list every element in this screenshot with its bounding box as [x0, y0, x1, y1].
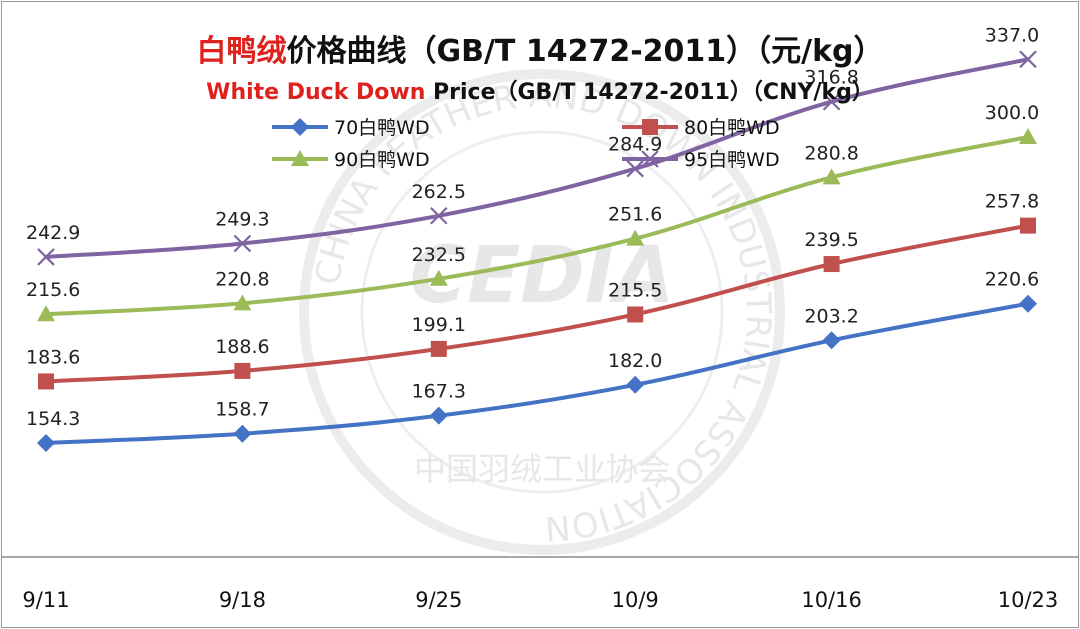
data-point [37, 433, 55, 452]
chart-title-cn-highlight: 白鸭绒 [196, 34, 287, 69]
data-label: 257.8 [985, 191, 1039, 213]
data-label: 167.3 [412, 381, 466, 403]
data-label: 215.6 [26, 279, 80, 301]
data-label: 300.0 [985, 102, 1039, 124]
data-label: 284.9 [608, 134, 662, 156]
watermark-cn-text: 中国羽绒工业协会 [414, 450, 670, 488]
legend-marker [642, 119, 658, 135]
data-point [822, 168, 841, 185]
chart-title-en-highlight: White Duck Down [206, 80, 426, 105]
data-point [1019, 128, 1037, 144]
data-point [822, 331, 841, 350]
chart-title-cn-rest: 价格曲线（GB/T 14272-2011）（元/kg） [286, 34, 884, 69]
data-label: 220.6 [985, 269, 1039, 291]
data-label: 242.9 [26, 222, 80, 244]
data-label: 220.8 [215, 268, 269, 290]
series-group: 154.3 158.7 167.3 182.0 203.2 220.6 183.6 188.6… [26, 24, 1039, 452]
data-point [37, 248, 55, 266]
data-point [626, 375, 645, 394]
data-point [430, 340, 447, 357]
legend-marker [641, 150, 659, 168]
series-line-2 [44, 223, 1030, 384]
series-line-4 [44, 57, 1030, 259]
data-label: 183.6 [26, 346, 80, 368]
data-point [1020, 217, 1036, 234]
legend-entry: 80白鸭WD [684, 117, 780, 139]
chart-title-en: White Duck Down Price（GB/T 14272-2011）（C… [2, 74, 1078, 106]
data-label: 280.8 [804, 142, 858, 164]
data-label: 199.1 [412, 314, 466, 336]
legend-marker [291, 150, 309, 166]
data-point [430, 206, 448, 225]
data-point [233, 424, 252, 443]
data-point [1019, 50, 1037, 69]
series-line-3 [44, 135, 1030, 317]
data-label: 239.5 [804, 229, 858, 251]
legend-entry: 70白鸭WD [334, 117, 430, 139]
x-axis: 9/11 9/18 9/25 10/9 10/16 10/23 [2, 556, 1078, 612]
legend-entry: 95白鸭WD [684, 149, 780, 171]
data-point [37, 305, 55, 322]
data-label: 232.5 [412, 244, 466, 266]
chart-title-cn: 白鸭绒价格曲线（GB/T 14272-2011）（元/kg） [2, 26, 1078, 70]
data-point [233, 294, 252, 311]
data-label: 203.2 [804, 305, 858, 327]
x-tick-label: 9/25 [415, 588, 462, 612]
x-tick-label: 10/23 [998, 588, 1059, 612]
x-tick-label: 10/9 [612, 588, 659, 612]
data-point [627, 306, 644, 323]
data-point [233, 234, 252, 253]
data-label: 188.6 [215, 336, 269, 358]
data-point [626, 159, 644, 178]
legend: 70白鸭WD 80白鸭WD 90白鸭WD 95白鸭WD [272, 117, 780, 171]
legend-entry: 90白鸭WD [334, 149, 430, 171]
series-line-1 [44, 301, 1030, 445]
legend-marker [291, 118, 309, 136]
data-label: 158.7 [215, 399, 269, 421]
data-point [429, 269, 448, 286]
x-tick-label: 9/11 [22, 588, 69, 612]
x-tick-label: 10/16 [801, 588, 862, 612]
data-point [38, 373, 54, 390]
x-tick-label: 9/18 [219, 588, 266, 612]
data-label: 215.5 [608, 279, 662, 301]
data-label: 182.0 [608, 350, 662, 372]
data-point [234, 362, 251, 379]
data-label: 337.0 [985, 24, 1039, 46]
data-point [822, 92, 841, 111]
data-label: 154.3 [26, 408, 80, 430]
data-label: 251.6 [608, 204, 662, 226]
data-point [823, 256, 840, 273]
data-label: 262.5 [412, 181, 466, 203]
data-point [1019, 294, 1037, 313]
data-point [626, 229, 645, 246]
data-label: 249.3 [215, 208, 269, 230]
data-label: 316.8 [804, 67, 858, 89]
chart-title-en-rest: Price（GB/T 14272-2011）（CNY/kg） [425, 80, 874, 105]
data-point [429, 406, 448, 425]
